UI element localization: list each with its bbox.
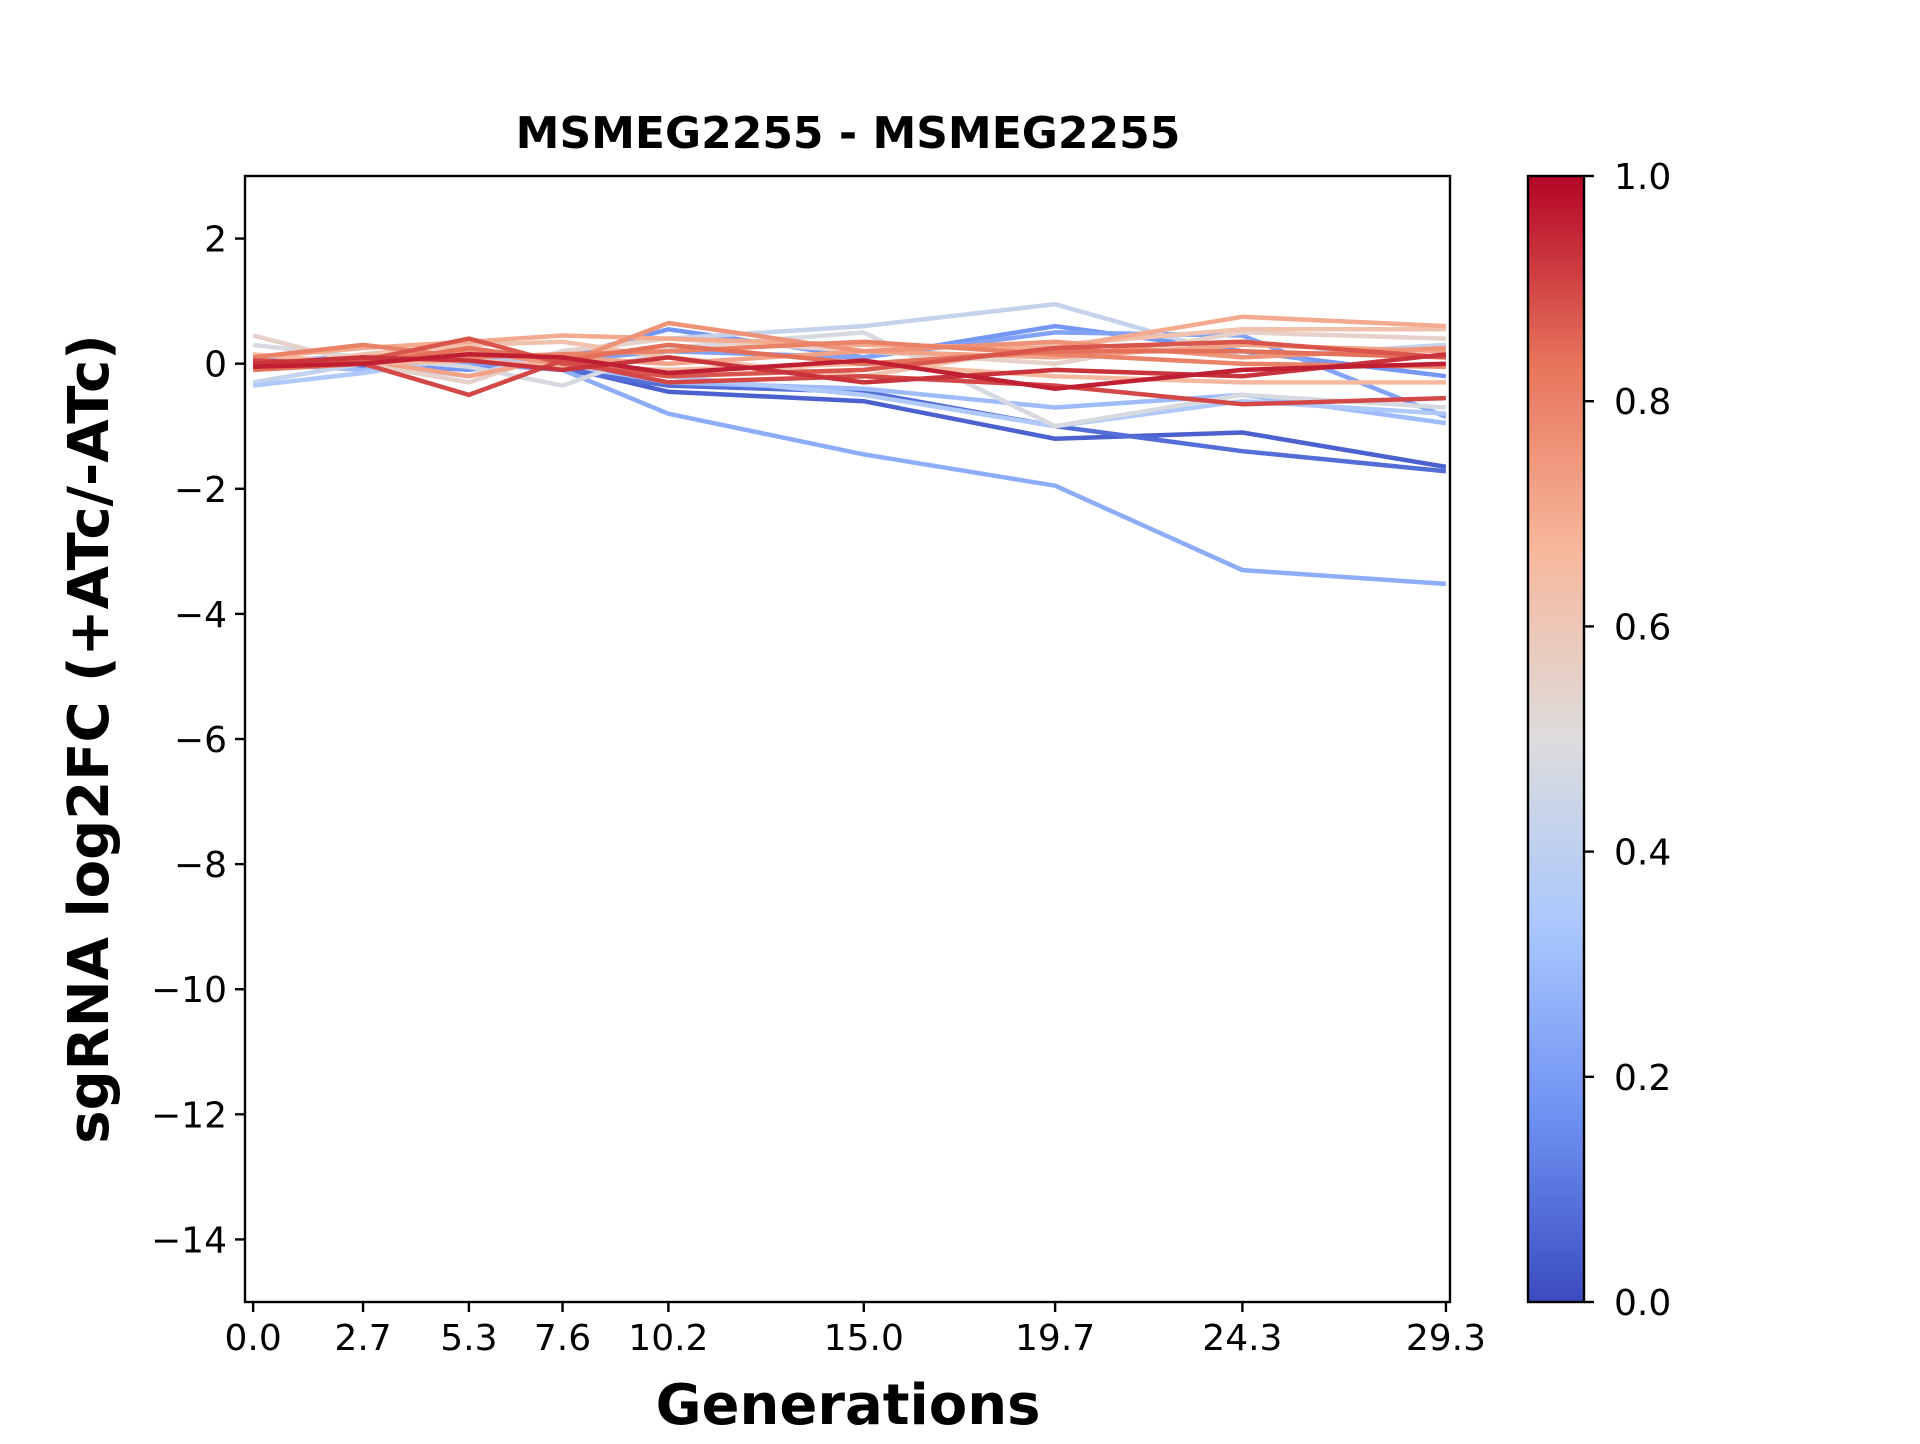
series-group	[252, 301, 1447, 587]
series-line-18	[253, 358, 1446, 407]
x-tick-label: 29.3	[1406, 1318, 1486, 1359]
chart-title: MSMEG2255 - MSMEG2255	[516, 108, 1181, 159]
series-line-17	[253, 336, 1447, 379]
y-axis-label: sgRNA log2FC (+ATc/-ATc)	[57, 334, 122, 1144]
x-tick-label: 0.0	[225, 1318, 282, 1359]
series-line-15	[252, 339, 1446, 370]
y-axis: 2 0 −2 −4 −6 −8 −10 −12 −14	[151, 220, 245, 1261]
y-tick-label: 0	[204, 345, 227, 386]
x-tick-label: 5.3	[440, 1318, 497, 1359]
x-tick-label: 2.7	[334, 1318, 391, 1359]
colorbar-ticks: 0.0 0.2 0.4 0.6 0.8 1.0	[1584, 157, 1671, 1324]
y-tick-label: −14	[151, 1220, 227, 1261]
x-axis: 0.0 2.7 5.3 7.6 10.2 15.0 19.7 24.3 29.3	[225, 1302, 1486, 1359]
y-tick-label: −6	[174, 720, 227, 761]
colorbar-tick-label: 0.0	[1614, 1283, 1671, 1324]
colorbar-tick-label: 0.2	[1614, 1058, 1671, 1099]
x-tick-label: 15.0	[824, 1318, 904, 1359]
x-tick-label: 10.2	[628, 1318, 708, 1359]
x-tick-label: 19.7	[1015, 1318, 1095, 1359]
colorbar-gradient	[1526, 174, 1586, 1304]
colorbar-tick-label: 1.0	[1614, 157, 1671, 198]
colorbar-tick-label: 0.4	[1614, 833, 1671, 874]
y-tick-label: −8	[174, 845, 227, 886]
colorbar-tick-label: 0.8	[1614, 382, 1671, 423]
series-line-20	[253, 352, 1446, 391]
colorbar-tick-label: 0.6	[1614, 607, 1671, 648]
y-tick-label: 2	[204, 220, 227, 261]
x-tick-label: 24.3	[1202, 1318, 1282, 1359]
y-tick-label: −4	[174, 595, 227, 636]
x-axis-label: Generations	[656, 1373, 1041, 1438]
colorbar: 0.0 0.2 0.4 0.6 0.8 1.0	[1526, 157, 1671, 1324]
y-tick-label: −2	[174, 470, 227, 511]
y-tick-label: −12	[151, 1095, 227, 1136]
series-line-11	[252, 314, 1447, 360]
x-tick-label: 7.6	[534, 1318, 591, 1359]
y-tick-label: −10	[151, 970, 227, 1011]
